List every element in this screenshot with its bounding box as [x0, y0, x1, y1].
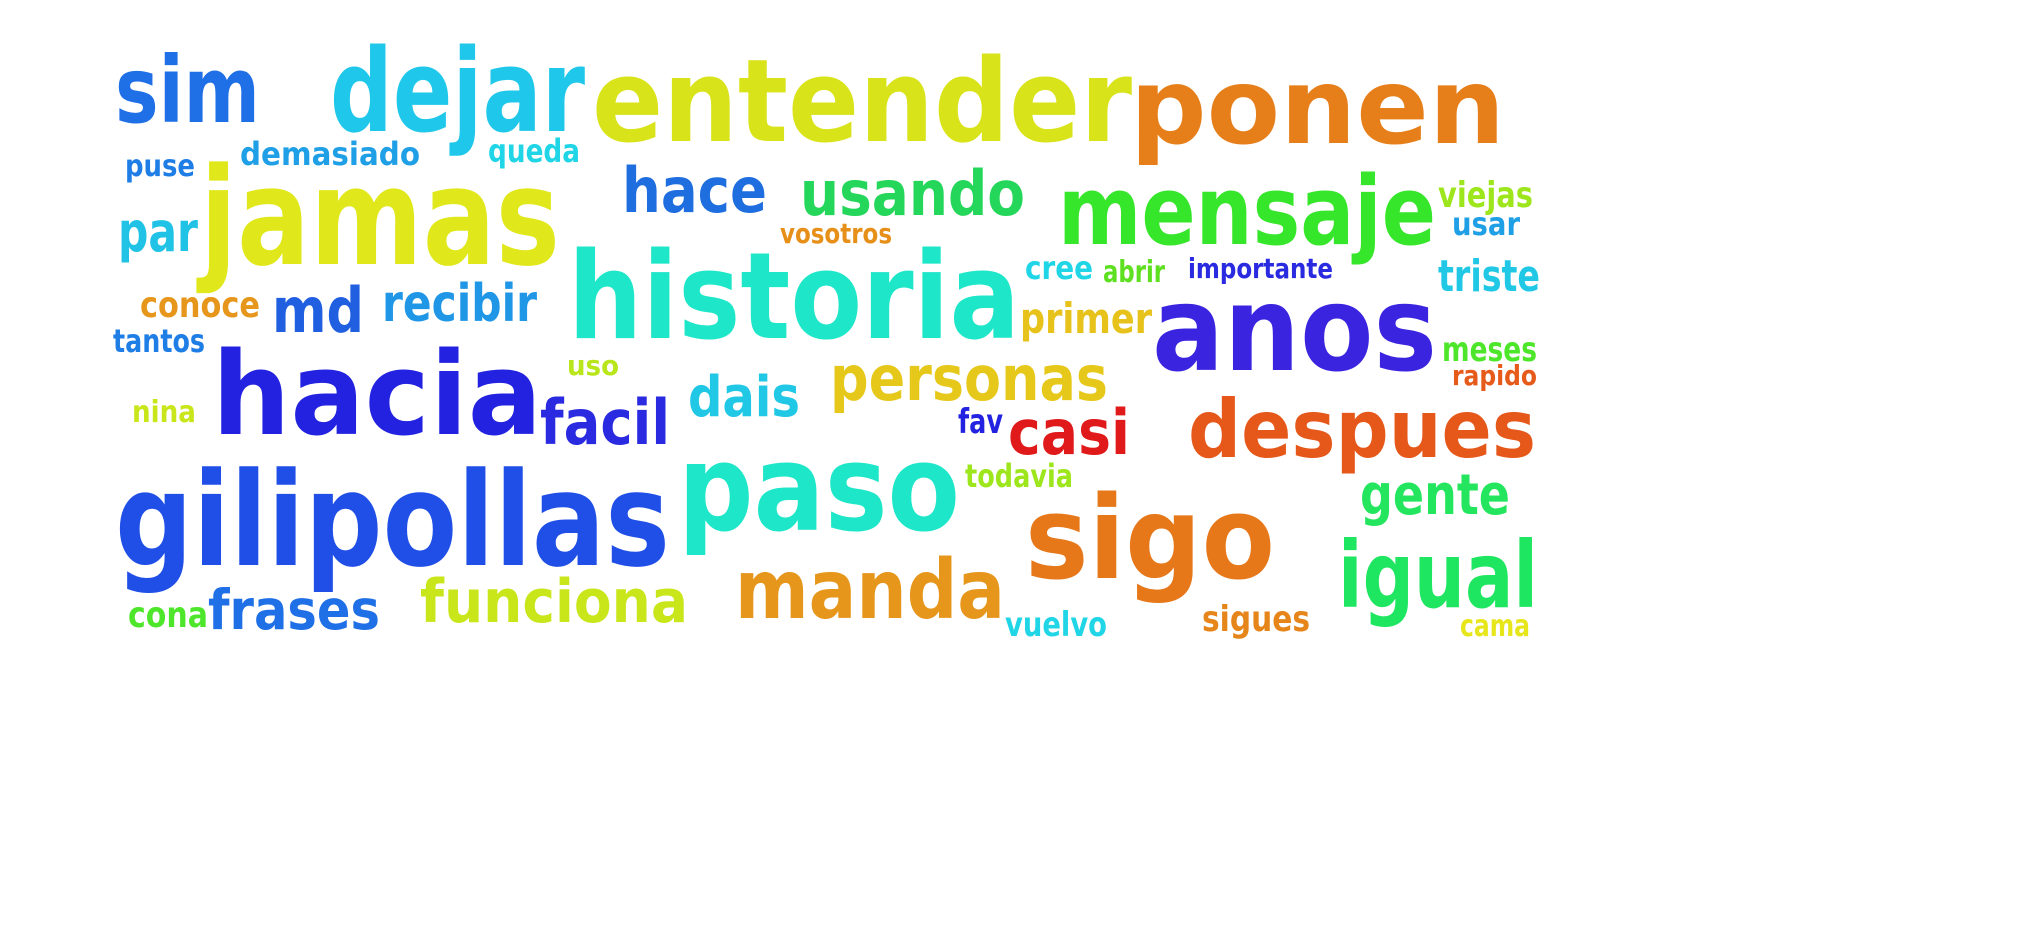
- word-anos: anos: [1152, 260, 1437, 398]
- word-uso: uso: [567, 349, 619, 382]
- word-historia: historia: [568, 228, 1020, 367]
- word-hacia: hacia: [212, 328, 542, 462]
- word-cree: cree: [1025, 249, 1093, 287]
- word-jamas: jamas: [200, 139, 560, 296]
- word-ponen: ponen: [1130, 46, 1505, 168]
- word-cona: cona: [128, 595, 208, 636]
- word-funciona: funciona: [420, 567, 688, 637]
- word-sim: sim: [115, 37, 260, 144]
- word-facil: facil: [540, 386, 670, 459]
- word-nina: nina: [132, 395, 196, 430]
- word-abrir: abrir: [1103, 255, 1165, 290]
- word-md: md: [272, 274, 364, 347]
- word-igual: igual: [1338, 522, 1538, 629]
- word-vosotros: vosotros: [780, 217, 892, 250]
- word-despues: despues: [1188, 383, 1536, 476]
- word-personas: personas: [830, 342, 1108, 415]
- word-manda: manda: [735, 543, 1005, 638]
- word-todavia: todavia: [965, 457, 1073, 495]
- word-dais: dais: [688, 365, 800, 430]
- word-fav: fav: [958, 402, 1003, 442]
- word-primer: primer: [1020, 294, 1152, 343]
- word-frases: frases: [208, 578, 380, 642]
- word-importante: importante: [1188, 252, 1333, 285]
- word-meses: meses: [1442, 330, 1537, 370]
- word-vuelvo: vuelvo: [1005, 605, 1107, 645]
- word-mensaje: mensaje: [1058, 157, 1436, 267]
- word-dejar: dejar: [330, 25, 585, 159]
- word-hace: hace: [622, 154, 767, 227]
- word-demasiado: demasiado: [240, 135, 420, 173]
- word-usar: usar: [1452, 205, 1520, 243]
- word-casi: casi: [1008, 396, 1130, 469]
- word-puse: puse: [125, 149, 195, 184]
- word-cama: cama: [1460, 609, 1530, 644]
- word-conoce: conoce: [140, 285, 260, 326]
- word-recibir: recibir: [382, 274, 537, 334]
- word-usando: usando: [800, 157, 1025, 230]
- word-gilipollas: gilipollas: [115, 444, 670, 596]
- word-tantos: tantos: [113, 322, 205, 360]
- word-sigues: sigues: [1202, 599, 1310, 640]
- word-sigo: sigo: [1025, 472, 1275, 606]
- word-queda: queda: [488, 132, 580, 170]
- word-paso: paso: [678, 420, 960, 559]
- word-triste: triste: [1438, 251, 1540, 302]
- word-par: par: [118, 200, 198, 264]
- word-entender: entender: [592, 35, 1132, 169]
- word-gente: gente: [1360, 463, 1510, 528]
- word-viejas: viejas: [1438, 175, 1533, 216]
- word-rapido: rapido: [1452, 359, 1537, 392]
